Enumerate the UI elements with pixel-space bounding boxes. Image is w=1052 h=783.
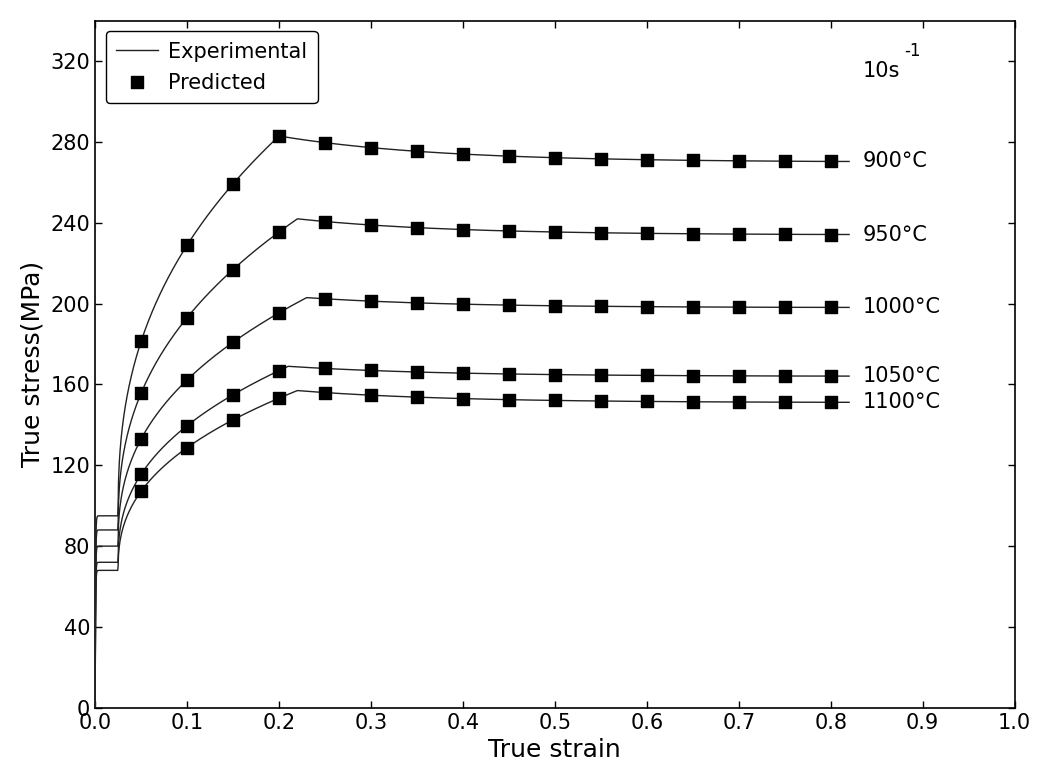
Point: [592, 153, 609, 165]
Point: [823, 228, 839, 240]
Point: [823, 370, 839, 382]
Point: [639, 301, 655, 313]
Point: [454, 148, 471, 161]
Point: [685, 154, 702, 167]
Text: 900°C: 900°C: [863, 151, 928, 171]
Point: [179, 442, 196, 454]
Legend: Experimental, Predicted: Experimental, Predicted: [105, 31, 318, 103]
Point: [225, 178, 242, 190]
Point: [270, 392, 287, 405]
Point: [776, 228, 793, 240]
Point: [639, 395, 655, 408]
Point: [454, 223, 471, 236]
Point: [317, 215, 333, 228]
Point: [730, 395, 747, 408]
Point: [408, 391, 425, 403]
Point: [501, 299, 518, 312]
Point: [270, 307, 287, 319]
Text: 1050°C: 1050°C: [863, 366, 940, 386]
Point: [776, 370, 793, 382]
Point: [592, 300, 609, 312]
Point: [179, 420, 196, 432]
Point: [823, 396, 839, 409]
Point: [408, 222, 425, 234]
Point: [270, 364, 287, 377]
Point: [225, 263, 242, 276]
Point: [133, 335, 149, 348]
Point: [133, 433, 149, 446]
Point: [685, 370, 702, 382]
Point: [317, 293, 333, 305]
Text: 1000°C: 1000°C: [863, 298, 940, 317]
Point: [501, 393, 518, 406]
Point: [685, 395, 702, 408]
Point: [639, 227, 655, 240]
Point: [363, 142, 380, 154]
Point: [270, 130, 287, 143]
Point: [776, 155, 793, 168]
Point: [546, 226, 563, 238]
Point: [823, 155, 839, 168]
Point: [408, 145, 425, 157]
Text: -1: -1: [905, 42, 920, 60]
Point: [225, 388, 242, 401]
Point: [592, 369, 609, 381]
Point: [408, 297, 425, 309]
Point: [730, 228, 747, 240]
Point: [363, 364, 380, 377]
Point: [730, 370, 747, 382]
Point: [730, 301, 747, 313]
Point: [776, 301, 793, 313]
Text: 10s: 10s: [863, 61, 901, 81]
Point: [179, 239, 196, 251]
Point: [685, 301, 702, 313]
Text: 950°C: 950°C: [863, 225, 928, 244]
Point: [546, 300, 563, 312]
Point: [454, 367, 471, 380]
Point: [363, 389, 380, 402]
Point: [501, 150, 518, 162]
Point: [454, 392, 471, 405]
Point: [363, 295, 380, 308]
Point: [592, 395, 609, 407]
Point: [592, 226, 609, 239]
Point: [454, 298, 471, 310]
Point: [179, 373, 196, 386]
Point: [317, 363, 333, 375]
Point: [225, 413, 242, 426]
Point: [730, 154, 747, 167]
Point: [639, 369, 655, 381]
Y-axis label: True stress(MPa): True stress(MPa): [21, 262, 45, 467]
Point: [546, 394, 563, 406]
Point: [317, 136, 333, 149]
Point: [225, 336, 242, 348]
Point: [823, 301, 839, 314]
Point: [685, 228, 702, 240]
Point: [546, 151, 563, 164]
Point: [133, 485, 149, 497]
Point: [133, 468, 149, 481]
Point: [133, 387, 149, 399]
Point: [501, 368, 518, 381]
Point: [501, 225, 518, 237]
Point: [179, 312, 196, 324]
Text: 1100°C: 1100°C: [863, 392, 940, 413]
Point: [363, 218, 380, 231]
Point: [776, 396, 793, 409]
Point: [270, 226, 287, 238]
Point: [639, 153, 655, 166]
Point: [546, 368, 563, 381]
X-axis label: True strain: True strain: [488, 738, 622, 762]
Point: [408, 366, 425, 378]
Point: [317, 386, 333, 399]
